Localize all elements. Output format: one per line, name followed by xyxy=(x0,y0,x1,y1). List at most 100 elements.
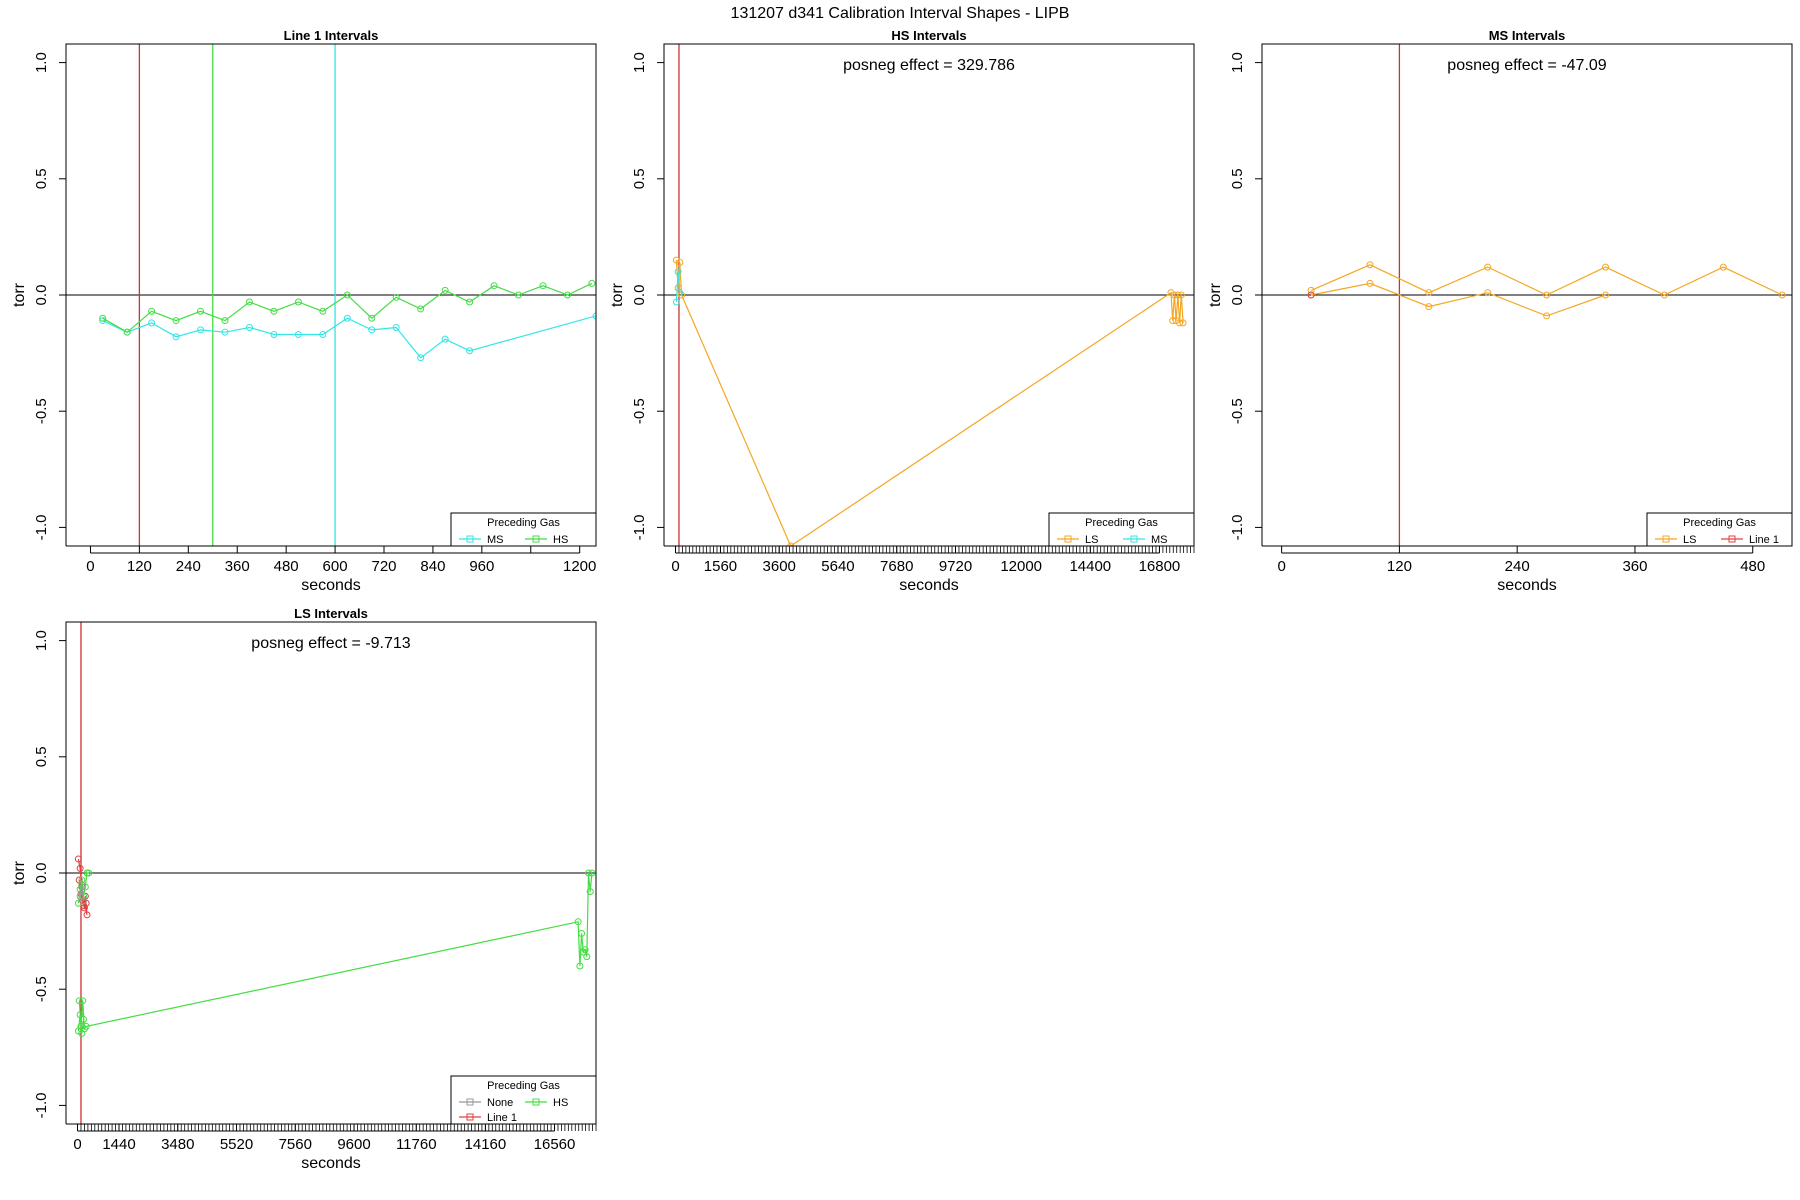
data-point xyxy=(676,258,684,266)
data-point xyxy=(245,324,253,332)
x-tick-label: 0 xyxy=(73,1136,81,1153)
x-tick-label: 120 xyxy=(1387,558,1412,575)
x-tick-label: 480 xyxy=(1740,558,1765,575)
chart-panel-2: HS Intervals posneg effect = 329.786 0 1560… xyxy=(609,28,1195,594)
series-line xyxy=(77,1014,85,1034)
data-point xyxy=(343,291,351,299)
data-point xyxy=(1366,261,1374,269)
legend-swatch-marker xyxy=(1064,535,1072,543)
x-tick-label: 960 xyxy=(469,558,494,575)
data-point xyxy=(1177,291,1185,299)
legend-label: HS xyxy=(553,534,568,546)
x-tick-label: 7680 xyxy=(880,558,913,575)
x-tick-label: 0 xyxy=(671,558,679,575)
data-point xyxy=(74,855,82,863)
x-tick-label: 11760 xyxy=(396,1136,437,1153)
x-tick-label: 16800 xyxy=(1139,558,1181,575)
data-point xyxy=(221,317,229,325)
legend-entry: Line 1 xyxy=(459,1112,517,1124)
data-point xyxy=(417,354,425,362)
y-tick-label: 1.0 xyxy=(631,52,648,73)
data-point xyxy=(592,312,596,320)
data-point xyxy=(581,946,589,954)
x-axis-label: seconds xyxy=(301,577,361,594)
data-point xyxy=(319,307,327,315)
data-point xyxy=(80,897,88,905)
data-point xyxy=(585,869,593,877)
y-axis: -1.0 -0.5 0.0 0.5 1.0 torr xyxy=(1207,52,1262,540)
data-point xyxy=(270,307,278,315)
y-tick-label: 0.5 xyxy=(33,168,50,189)
data-point xyxy=(466,298,474,306)
legend-entry: None xyxy=(459,1097,513,1109)
y-tick-label: 0.5 xyxy=(1229,168,1246,189)
y-axis: -1.0 -0.5 0.0 0.5 1.0 torr xyxy=(609,52,664,540)
legend-swatch-marker xyxy=(532,1098,540,1106)
x-tick-label: 240 xyxy=(1505,558,1530,575)
data-point xyxy=(674,284,682,292)
data-point xyxy=(1543,291,1551,299)
legend-label: None xyxy=(487,1097,513,1109)
x-tick-label: 240 xyxy=(176,558,201,575)
data-point xyxy=(76,892,84,900)
data-point xyxy=(1176,319,1184,327)
posneg-annotation: posneg effect = -9.713 xyxy=(251,635,410,652)
y-tick-label: -0.5 xyxy=(1229,398,1246,424)
data-point xyxy=(490,282,498,290)
x-tick-label: 0 xyxy=(86,558,94,575)
legend-label: Line 1 xyxy=(487,1112,517,1124)
legend-entry: MS xyxy=(1123,534,1168,546)
y-tick-label: 0.0 xyxy=(631,285,648,306)
series-ls xyxy=(672,256,1187,546)
posneg-annotation: posneg effect = -47.09 xyxy=(1447,57,1606,74)
x-tick-label: 120 xyxy=(127,558,152,575)
y-axis-label: torr xyxy=(1207,282,1224,307)
data-point xyxy=(674,268,682,276)
data-point xyxy=(787,542,795,546)
legend-title: Preceding Gas xyxy=(1085,517,1158,529)
series-line xyxy=(102,282,593,333)
data-point xyxy=(578,929,586,937)
chart-panel-1: Line 1 Intervals 0 120 240 360 480 600 720 840 96… xyxy=(11,28,597,594)
data-point xyxy=(76,1011,84,1019)
legend-box xyxy=(1646,512,1793,547)
data-point xyxy=(221,328,229,336)
data-point xyxy=(85,869,93,877)
series-hs xyxy=(74,1011,88,1037)
legend-box xyxy=(450,1075,597,1125)
y-tick-label: -1.0 xyxy=(33,1092,50,1118)
x-tick-label: 1440 xyxy=(102,1136,135,1153)
legend-swatch-marker xyxy=(1728,535,1736,543)
figure-suptitle: 131207 d341 Calibration Interval Shapes … xyxy=(731,5,1070,22)
data-point xyxy=(515,291,523,299)
x-tick-label: 7560 xyxy=(279,1136,312,1153)
data-point xyxy=(466,347,474,355)
x-tick-label: 0 xyxy=(1277,558,1285,575)
data-point xyxy=(1167,289,1175,297)
legend-swatch-marker xyxy=(532,535,540,543)
data-point xyxy=(1425,303,1433,311)
data-point xyxy=(588,869,596,877)
series-ls xyxy=(1307,279,1610,320)
data-point xyxy=(1778,291,1786,299)
y-tick-label: 0.0 xyxy=(33,285,50,306)
data-point xyxy=(294,298,302,306)
x-minor-ticks xyxy=(77,1124,597,1131)
y-axis: -1.0 -0.5 0.0 0.5 1.0 torr xyxy=(11,52,66,540)
data-point xyxy=(583,953,591,961)
data-point xyxy=(1307,291,1315,299)
data-point xyxy=(197,307,205,315)
x-tick-label: 1200 xyxy=(563,558,596,575)
y-tick-label: 0.5 xyxy=(631,168,648,189)
x-tick-label: 600 xyxy=(323,558,348,575)
legend: Preceding Gas None HS Line 1 xyxy=(450,1075,597,1125)
series-line xyxy=(1310,282,1606,317)
x-tick-label: 5520 xyxy=(220,1136,253,1153)
data-point xyxy=(78,881,86,889)
x-tick-label: 3480 xyxy=(161,1136,194,1153)
series-ms xyxy=(672,268,684,306)
data-point xyxy=(83,911,91,919)
data-point xyxy=(676,289,684,297)
legend-box xyxy=(450,512,597,547)
